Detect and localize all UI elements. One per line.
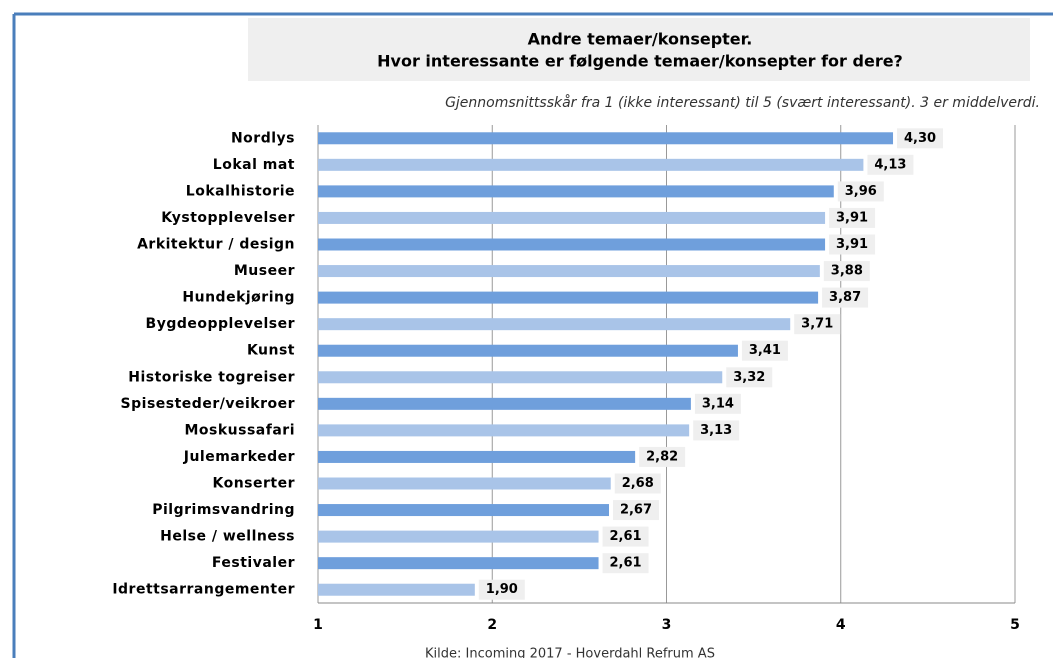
y-tick-label: Nordlys (231, 130, 295, 146)
y-tick-label: Helse / wellness (160, 529, 295, 545)
value-label: 2,61 (610, 556, 642, 571)
value-label-bg (897, 128, 944, 149)
value-label-bg (478, 579, 525, 600)
value-label: 3,91 (836, 237, 868, 252)
bar (318, 371, 723, 384)
value-label: 2,61 (610, 529, 642, 544)
x-tick-label: 1 (313, 617, 323, 633)
bar (318, 477, 611, 490)
value-label: 3,91 (836, 210, 868, 225)
value-label-bg (829, 234, 876, 255)
bar (318, 158, 864, 171)
y-tick-label: Idrettsarrangementer (112, 582, 295, 598)
value-label: 3,13 (700, 423, 732, 438)
bar (318, 504, 609, 517)
x-tick-label: 3 (662, 617, 672, 633)
y-tick-label: Kystopplevelser (161, 210, 295, 226)
bar (318, 424, 690, 437)
value-label: 4,13 (874, 157, 906, 172)
value-label: 3,71 (801, 317, 833, 332)
y-tick-label: Festivaler (212, 555, 295, 571)
y-tick-label: Hundekjøring (182, 290, 295, 306)
y-tick-label: Lokalhistorie (186, 183, 295, 199)
y-tick-label: Bygdeopplevelser (146, 316, 295, 332)
value-label-bg (867, 154, 914, 175)
x-tick-label: 5 (1010, 617, 1020, 633)
value-label: 2,68 (622, 476, 654, 491)
bar (318, 557, 599, 570)
chart-title: Hvor interessante er følgende temaer/kon… (377, 52, 903, 71)
value-label: 4,30 (904, 131, 936, 146)
value-label-bg (639, 446, 686, 467)
subtitle: Gjennomsnittsskår fra 1 (ikke interessan… (445, 94, 1040, 111)
y-tick-label: Konserter (212, 476, 295, 492)
value-label-bg (741, 340, 788, 361)
value-label: 3,96 (845, 184, 877, 199)
value-label: 3,14 (702, 396, 734, 411)
bar (318, 450, 636, 463)
value-label-bg (823, 261, 870, 282)
y-tick-label: Museer (234, 263, 295, 279)
y-tick-label: Moskussafari (184, 422, 295, 438)
y-tick-label: Historiske togreiser (128, 369, 295, 385)
value-label-bg (614, 473, 661, 494)
y-tick-label: Pilgrimsvandring (152, 502, 295, 518)
bar (318, 291, 819, 304)
bar (318, 265, 820, 278)
bar (318, 397, 691, 410)
bar (318, 583, 475, 596)
value-label-bg (694, 393, 741, 414)
y-tick-label: Lokal mat (213, 157, 295, 173)
value-label-bg (726, 367, 773, 388)
source: Kilde: Incoming 2017 - Hoverdahl Refrum … (425, 647, 715, 658)
bar (318, 211, 826, 224)
value-label: 3,41 (749, 343, 781, 358)
value-label: 1,90 (486, 582, 518, 597)
value-label: 3,32 (733, 370, 765, 385)
x-tick-label: 2 (487, 617, 497, 633)
value-label-bg (822, 287, 869, 308)
bar (318, 132, 894, 145)
value-label: 3,88 (831, 264, 863, 279)
value-label-bg (602, 526, 649, 547)
y-tick-label: Arkitektur / design (137, 237, 295, 253)
value-label-bg (837, 181, 884, 202)
y-tick-label: Julemarkeder (183, 449, 295, 465)
value-label: 2,82 (646, 449, 678, 464)
bar (318, 530, 599, 543)
title-box (248, 18, 1030, 81)
value-label: 2,67 (620, 503, 652, 518)
bar (318, 238, 826, 251)
value-label-bg (829, 207, 876, 228)
bar (318, 318, 791, 331)
y-tick-label: Kunst (247, 343, 295, 359)
value-label-bg (602, 553, 649, 574)
y-tick-label: Spisesteder/veikroer (121, 396, 295, 412)
value-label-bg (794, 314, 841, 335)
chart-title: Andre temaer/konsepter. (528, 30, 753, 49)
bar (318, 185, 834, 198)
x-tick-label: 4 (836, 617, 846, 633)
value-label: 3,87 (829, 290, 861, 305)
value-label-bg (612, 500, 659, 521)
value-label-bg (693, 420, 740, 441)
bar (318, 344, 738, 357)
